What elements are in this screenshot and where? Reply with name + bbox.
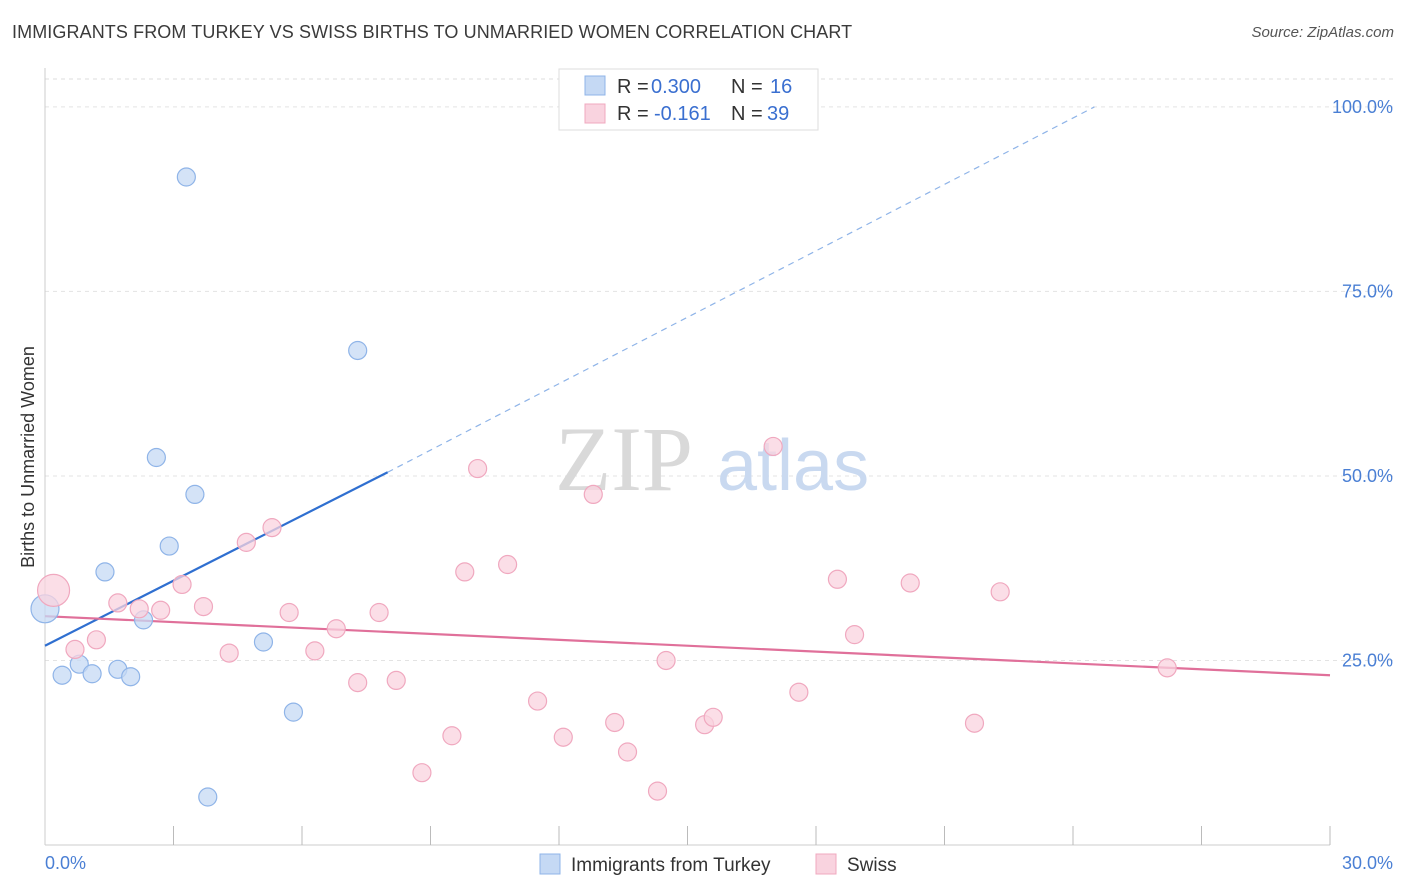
swiss-point-1 — [65, 639, 85, 660]
legend-n-value-1: 16 — [770, 76, 792, 98]
swiss-point-8 — [219, 643, 239, 663]
swiss-point-21 — [498, 554, 518, 575]
y-tick-label-3: 100.0% — [1332, 97, 1393, 117]
turkey-point-3 — [82, 664, 102, 684]
swiss-point-5 — [151, 600, 171, 620]
y-axis-title: Births to Unmarried Women — [18, 346, 38, 568]
swiss-point-28 — [656, 650, 676, 671]
trend-lines — [44, 106, 1331, 677]
legend-n-label-1: N = — [731, 76, 763, 98]
legend-swatch-turkey — [584, 75, 606, 96]
swiss-point-6 — [172, 574, 192, 595]
swiss-point-22 — [527, 691, 548, 711]
turkey-point-8 — [146, 447, 166, 468]
gridlines — [45, 78, 1393, 661]
series-swatch-turkey — [539, 853, 561, 875]
swiss-point-4 — [129, 599, 149, 619]
turkey-trend-dashed — [387, 106, 1095, 473]
swiss-point-18 — [442, 726, 462, 746]
swiss-point-23 — [553, 727, 573, 747]
swiss-point-38 — [1157, 658, 1177, 678]
swiss-point-27 — [647, 781, 668, 801]
x-tick-label-max: 30.0% — [1342, 853, 1393, 873]
swiss-point-13 — [326, 619, 346, 639]
swiss-point-10 — [262, 518, 282, 538]
turkey-point-6 — [121, 667, 141, 687]
y-tick-label-1: 50.0% — [1342, 466, 1393, 486]
turkey-trend-solid — [44, 471, 389, 647]
legend-n-label-2: N = — [731, 103, 763, 125]
swiss-point-35 — [900, 573, 920, 593]
swiss-point-19 — [455, 562, 475, 582]
swiss-point-25 — [605, 712, 625, 733]
swiss-point-12 — [305, 641, 325, 661]
axes — [44, 68, 1331, 846]
series-legend: Immigrants from Turkey Swiss — [539, 853, 897, 876]
swiss-point-9 — [236, 532, 256, 552]
swiss-point-31 — [763, 436, 783, 457]
swiss-point-3 — [108, 593, 128, 613]
y-tick-label-2: 75.0% — [1342, 281, 1393, 301]
swiss-point-26 — [617, 742, 638, 762]
swiss-point-33 — [827, 569, 848, 589]
legend-r-label-1: R = — [617, 76, 649, 98]
legend-r-value-1: 0.300 — [651, 76, 701, 98]
turkey-point-1 — [52, 665, 72, 685]
swiss-point-20 — [468, 458, 488, 479]
watermark-atlas: atlas — [717, 426, 869, 506]
turkey-point-12 — [198, 787, 218, 807]
swiss-point-30 — [703, 707, 723, 727]
series-label-turkey: Immigrants from Turkey — [571, 855, 771, 876]
swiss-point-34 — [844, 625, 865, 645]
chart-title: IMMIGRANTS FROM TURKEY VS SWISS BIRTHS T… — [12, 22, 853, 42]
swiss-point-37 — [990, 582, 1010, 602]
swiss-point-36 — [964, 713, 985, 733]
swiss-point-16 — [386, 670, 406, 691]
swiss-point-17 — [412, 763, 432, 783]
legend-n-value-2: 39 — [767, 103, 789, 125]
y-tick-label-0: 25.0% — [1342, 650, 1393, 670]
swiss-point-0 — [36, 573, 71, 607]
watermark-zip: ZIP — [555, 408, 693, 510]
legend: R = 0.300 N = 16 R = -0.161 N = 39 — [558, 68, 819, 131]
series-label-swiss: Swiss — [847, 855, 897, 876]
swiss-point-15 — [369, 602, 389, 623]
turkey-point-14 — [283, 702, 304, 722]
turkey-point-4 — [95, 562, 115, 582]
legend-r-value-2: -0.161 — [654, 103, 711, 125]
swiss-point-11 — [279, 602, 299, 623]
swiss-point-7 — [193, 596, 214, 617]
swiss-point-32 — [789, 682, 809, 702]
turkey-point-10 — [176, 167, 196, 187]
turkey-point-11 — [185, 484, 205, 505]
swiss-point-2 — [86, 630, 107, 650]
legend-r-label-2: R = — [617, 103, 649, 125]
turkey-point-15 — [348, 340, 368, 361]
source-label: Source: ZipAtlas.com — [1251, 24, 1394, 41]
tick-labels: 25.0% 50.0% 75.0% 100.0% 0.0% 30.0% — [45, 97, 1393, 873]
data-points — [30, 167, 1177, 807]
swiss-trend-line — [44, 615, 1331, 677]
turkey-point-13 — [253, 632, 274, 652]
swiss-point-14 — [348, 673, 368, 693]
series-swatch-swiss — [815, 853, 837, 875]
legend-swatch-swiss — [584, 103, 606, 124]
turkey-point-9 — [159, 536, 179, 556]
swiss-point-24 — [583, 484, 603, 505]
watermark: ZIP atlas — [555, 408, 869, 510]
x-tick-label-min: 0.0% — [45, 853, 86, 873]
